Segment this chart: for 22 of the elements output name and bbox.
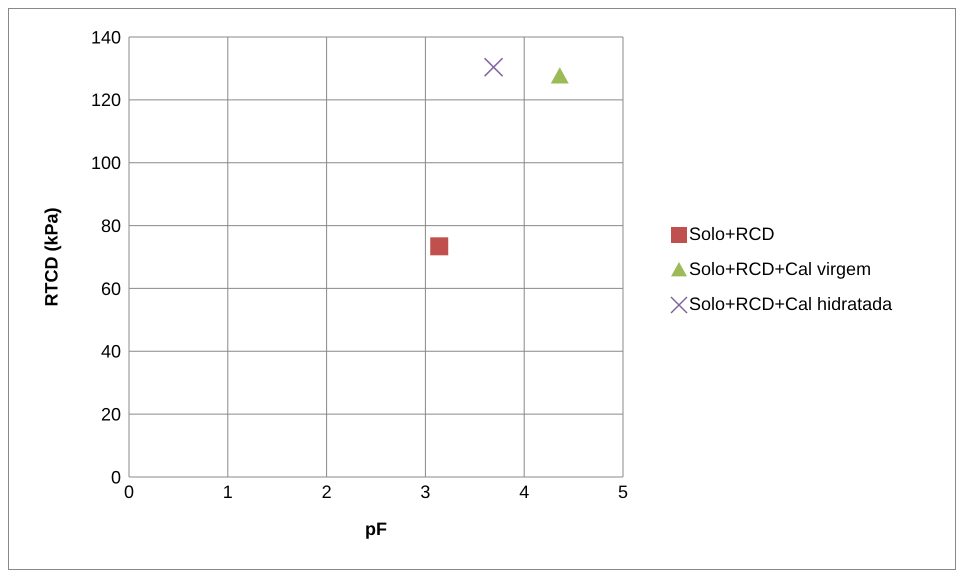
y-tick-label: 40: [100, 342, 121, 362]
x-tick-label: 3: [420, 482, 430, 502]
y-tick-label: 140: [90, 27, 121, 48]
x-tick-label: 1: [222, 482, 233, 502]
y-tick-label: 80: [100, 216, 121, 236]
legend-label: Solo+RCD+Cal hidratada: [689, 294, 892, 315]
legend-label: Solo+RCD+Cal virgem: [689, 259, 872, 280]
y-tick-label: 100: [90, 153, 121, 174]
x-tick-label: 0: [124, 482, 134, 502]
y-tick-label: 60: [100, 278, 121, 299]
x-tick-label: 2: [322, 482, 332, 502]
point: [484, 57, 504, 77]
x-tick-label: 5: [618, 482, 628, 502]
y-tick-label: 0: [110, 467, 121, 488]
y-axis-title: RTCD (kPa): [41, 207, 62, 307]
y-tick-label: 20: [100, 404, 121, 425]
y-tick-label: 120: [90, 90, 121, 110]
x-tick-label: 4: [519, 482, 530, 502]
point: [550, 67, 569, 84]
x-axis-title: pF: [365, 519, 387, 539]
legend-label: Solo+RCD: [689, 224, 775, 245]
point: [430, 237, 448, 256]
